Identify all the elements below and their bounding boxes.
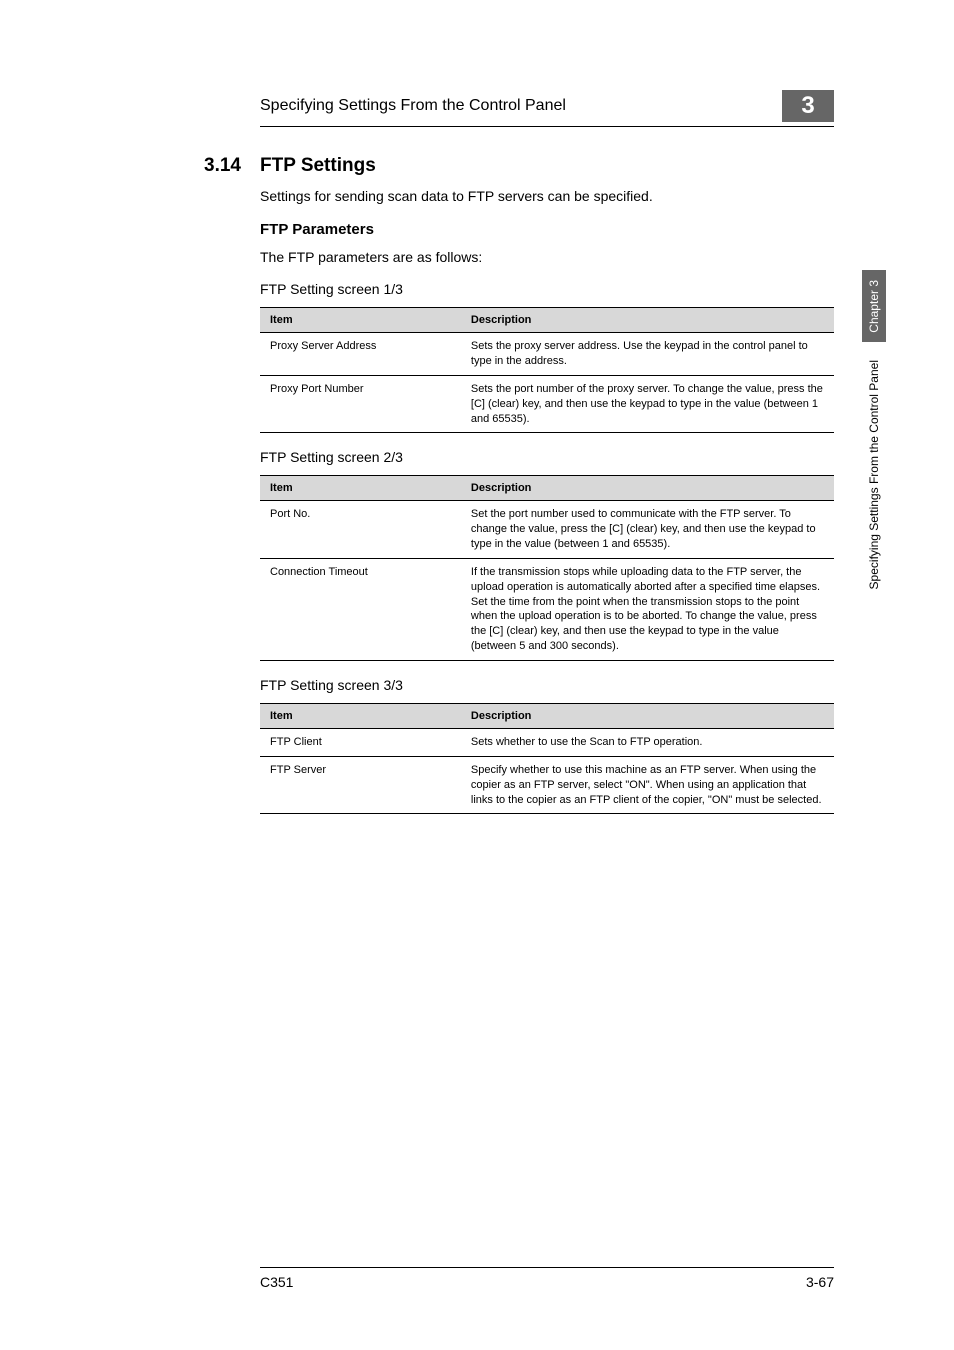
footer-right: 3-67 — [806, 1274, 834, 1290]
cell-item: FTP Server — [260, 756, 461, 814]
footer-rule — [260, 1267, 834, 1268]
section-title-text: FTP Settings — [260, 155, 376, 176]
ftp-table-2: Item Description Port No. Set the port n… — [260, 475, 834, 661]
cell-item: Connection Timeout — [260, 558, 461, 660]
footer-row: C351 3-67 — [260, 1274, 834, 1290]
table-header-item: Item — [260, 476, 461, 501]
table-header-description: Description — [461, 704, 834, 729]
cell-description: Specify whether to use this machine as a… — [461, 756, 834, 814]
table-header-row: Item Description — [260, 476, 834, 501]
side-chapter-tab: Chapter 3 — [862, 270, 886, 342]
subsection-intro: The FTP parameters are as follows: — [260, 248, 834, 268]
table-header-row: Item Description — [260, 308, 834, 333]
table-caption: FTP Setting screen 2/3 — [260, 449, 834, 465]
cell-item: Port No. — [260, 501, 461, 559]
side-section-label: Specifying Settings From the Control Pan… — [862, 360, 886, 700]
page-content: Specifying Settings From the Control Pan… — [0, 0, 954, 890]
cell-description: Sets the proxy server address. Use the k… — [461, 333, 834, 376]
cell-item: FTP Client — [260, 729, 461, 757]
section-title: 3.14FTP Settings — [260, 155, 834, 177]
table-header-row: Item Description — [260, 704, 834, 729]
footer-left: C351 — [260, 1274, 293, 1290]
table-row: FTP Client Sets whether to use the Scan … — [260, 729, 834, 757]
table-header-description: Description — [461, 308, 834, 333]
table-caption: FTP Setting screen 3/3 — [260, 677, 834, 693]
ftp-table-3: Item Description FTP Client Sets whether… — [260, 703, 834, 814]
section-intro: Settings for sending scan data to FTP se… — [260, 187, 834, 207]
section-number: 3.14 — [204, 155, 260, 177]
cell-description: If the transmission stops while uploadin… — [461, 558, 834, 660]
header-rule — [260, 126, 834, 127]
table-header-item: Item — [260, 308, 461, 333]
cell-description: Set the port number used to communicate … — [461, 501, 834, 559]
table-caption: FTP Setting screen 1/3 — [260, 281, 834, 297]
ftp-table-1: Item Description Proxy Server Address Se… — [260, 307, 834, 433]
table-row: Port No. Set the port number used to com… — [260, 501, 834, 559]
cell-description: Sets whether to use the Scan to FTP oper… — [461, 729, 834, 757]
table-row: Proxy Port Number Sets the port number o… — [260, 375, 834, 433]
chapter-number-box: 3 — [782, 90, 834, 122]
side-section-text: Specifying Settings From the Control Pan… — [867, 360, 881, 589]
cell-description: Sets the port number of the proxy server… — [461, 375, 834, 433]
table-row: Proxy Server Address Sets the proxy serv… — [260, 333, 834, 376]
table-row: FTP Server Specify whether to use this m… — [260, 756, 834, 814]
cell-item: Proxy Server Address — [260, 333, 461, 376]
running-title: Specifying Settings From the Control Pan… — [260, 97, 566, 115]
table-header-item: Item — [260, 704, 461, 729]
subsection-heading: FTP Parameters — [260, 221, 834, 238]
table-header-description: Description — [461, 476, 834, 501]
table-row: Connection Timeout If the transmission s… — [260, 558, 834, 660]
running-header: Specifying Settings From the Control Pan… — [260, 90, 834, 122]
side-chapter-text: Chapter 3 — [867, 280, 881, 333]
cell-item: Proxy Port Number — [260, 375, 461, 433]
page-footer: C351 3-67 — [260, 1267, 834, 1290]
